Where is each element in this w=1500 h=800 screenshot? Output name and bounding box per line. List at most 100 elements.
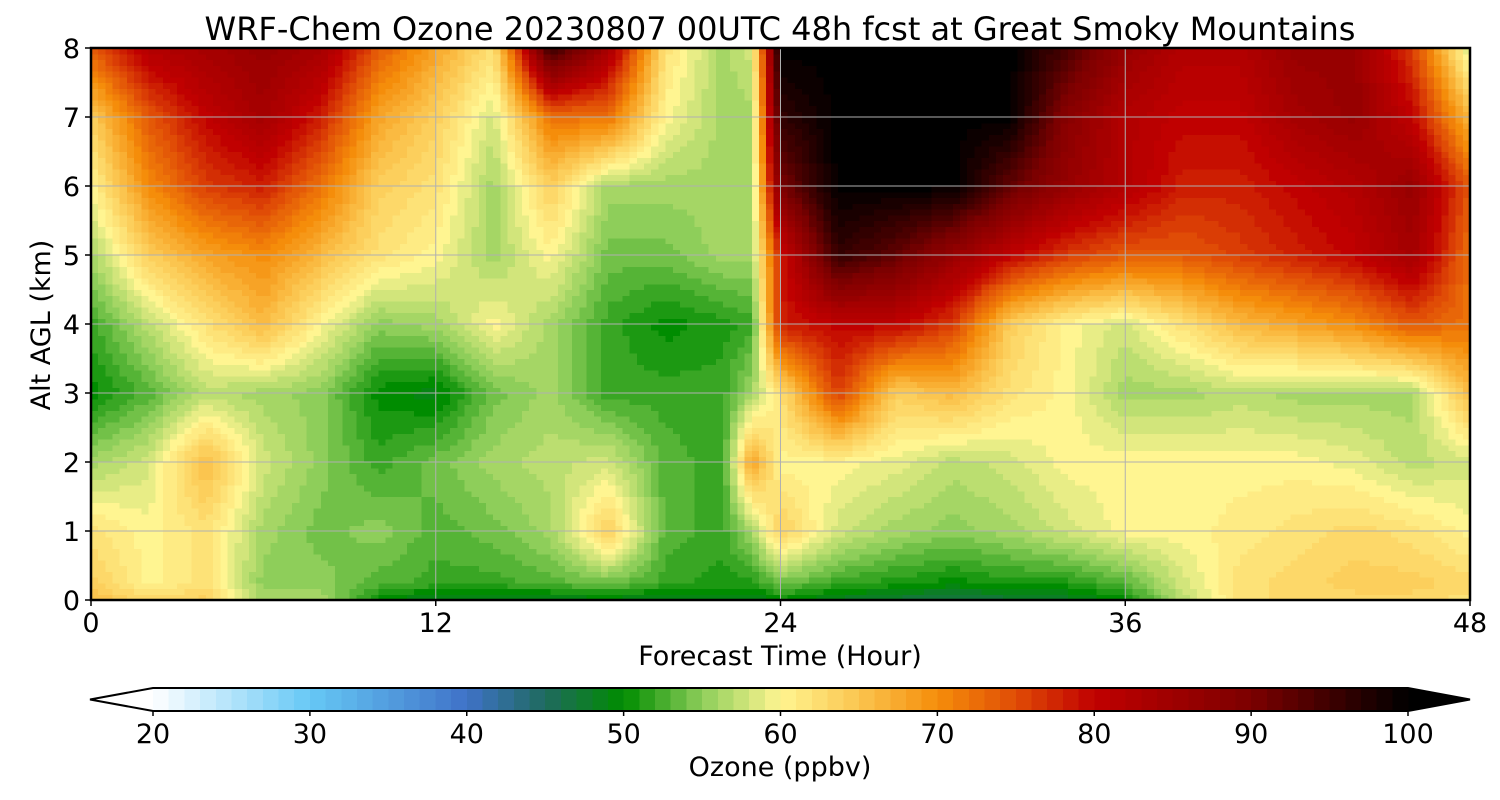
ozone-cell	[715, 571, 724, 578]
ozone-field	[91, 48, 1471, 601]
ozone-cell	[1362, 531, 1371, 538]
ozone-cell	[428, 519, 437, 526]
ozone-cell	[284, 490, 293, 498]
ozone-cell	[1448, 496, 1457, 503]
ozone-cell	[773, 565, 782, 572]
ozone-cell	[723, 542, 731, 549]
ozone-cell	[1290, 594, 1299, 601]
ozone-cell	[1369, 450, 1378, 457]
ozone-cell	[715, 531, 724, 538]
ozone-cell	[1340, 479, 1349, 486]
ozone-cell	[256, 490, 264, 498]
ozone-cell	[1448, 450, 1457, 457]
ozone-cell	[500, 479, 509, 486]
ozone-cell	[500, 490, 509, 498]
ozone-cell	[184, 450, 193, 457]
ozone-cell	[1297, 565, 1306, 572]
ozone-cell	[1189, 496, 1198, 503]
ozone-cell	[1311, 502, 1320, 509]
ozone-cell	[952, 508, 961, 515]
ozone-cell	[988, 450, 997, 457]
ozone-cell	[205, 508, 214, 515]
ozone-cell	[1197, 548, 1205, 555]
ozone-cell	[830, 485, 839, 492]
ozone-cell	[701, 559, 710, 567]
ozone-cell	[371, 554, 379, 561]
ozone-cell	[220, 519, 229, 526]
ozone-cell	[1376, 462, 1385, 469]
ozone-cell	[263, 462, 272, 469]
ozone-cell	[112, 577, 121, 584]
ozone-cell	[227, 525, 236, 532]
ozone-cell	[794, 554, 803, 561]
ozone-cell	[737, 531, 746, 538]
ozone-cell	[931, 565, 940, 572]
ozone-cell	[1276, 594, 1284, 601]
ozone-cell	[500, 577, 509, 584]
ozone-cell	[536, 508, 545, 515]
ozone-cell	[141, 496, 150, 503]
ozone-cell	[1462, 479, 1471, 486]
ozone-cell	[694, 479, 703, 486]
ozone-cell	[98, 519, 106, 526]
ozone-cell	[888, 548, 897, 555]
ozone-cell	[486, 473, 494, 480]
ozone-cell	[1261, 525, 1270, 532]
ozone-cell	[91, 594, 99, 601]
ozone-cell	[493, 462, 501, 469]
ozone-cell	[1096, 502, 1105, 509]
ozone-cell	[184, 496, 193, 503]
ozone-cell	[787, 450, 796, 457]
ozone-cell	[277, 531, 286, 538]
ozone-cell	[227, 485, 236, 492]
ozone-cell	[442, 542, 451, 549]
ozone-cell	[1290, 467, 1299, 475]
ozone-cell	[629, 525, 638, 532]
ozone-cell	[507, 536, 516, 544]
ozone-cell	[435, 536, 444, 544]
ozone-cell	[464, 594, 473, 601]
ozone-cell	[1139, 536, 1148, 544]
ozone-cell	[428, 479, 437, 486]
ozone-cell	[1434, 479, 1442, 486]
ozone-cell	[328, 519, 336, 526]
ozone-cell	[435, 502, 444, 509]
ozone-cell	[1455, 594, 1464, 601]
ozone-cell	[1319, 554, 1327, 561]
ozone-cell	[292, 490, 300, 498]
ozone-cell	[952, 531, 961, 538]
ozone-cell	[1362, 456, 1371, 463]
ozone-cell	[1412, 577, 1421, 584]
ozone-cell	[586, 571, 595, 578]
ozone-cell	[1060, 508, 1069, 515]
ozone-cell	[622, 582, 631, 590]
ozone-cell	[1426, 450, 1435, 457]
ozone-cell	[1139, 542, 1148, 549]
ozone-cell	[198, 456, 207, 463]
ozone-cell	[1268, 450, 1277, 457]
ozone-cell	[134, 542, 142, 549]
ozone-cell	[830, 490, 839, 498]
ozone-cell	[916, 450, 925, 457]
ozone-cell	[126, 519, 135, 526]
ozone-cell	[342, 531, 351, 538]
ozone-cell	[1398, 548, 1406, 555]
ozone-cell	[974, 467, 983, 475]
ozone-cell	[234, 588, 243, 595]
ozone-cell	[356, 485, 365, 492]
ozone-cell	[1132, 513, 1141, 521]
ozone-cell	[550, 467, 559, 475]
ozone-cell	[213, 582, 221, 590]
ozone-cell	[1448, 594, 1457, 601]
ozone-cell	[873, 450, 882, 457]
ozone-cell	[277, 450, 286, 457]
ozone-cell	[924, 542, 932, 549]
ozone-cell	[478, 456, 487, 463]
ozone-cell	[1089, 467, 1098, 475]
ozone-cell	[198, 577, 207, 584]
ozone-cell	[105, 559, 114, 567]
ozone-cell	[234, 513, 243, 521]
ozone-cell	[91, 536, 99, 544]
ozone-cell	[1311, 485, 1320, 492]
ozone-cell	[521, 485, 530, 492]
